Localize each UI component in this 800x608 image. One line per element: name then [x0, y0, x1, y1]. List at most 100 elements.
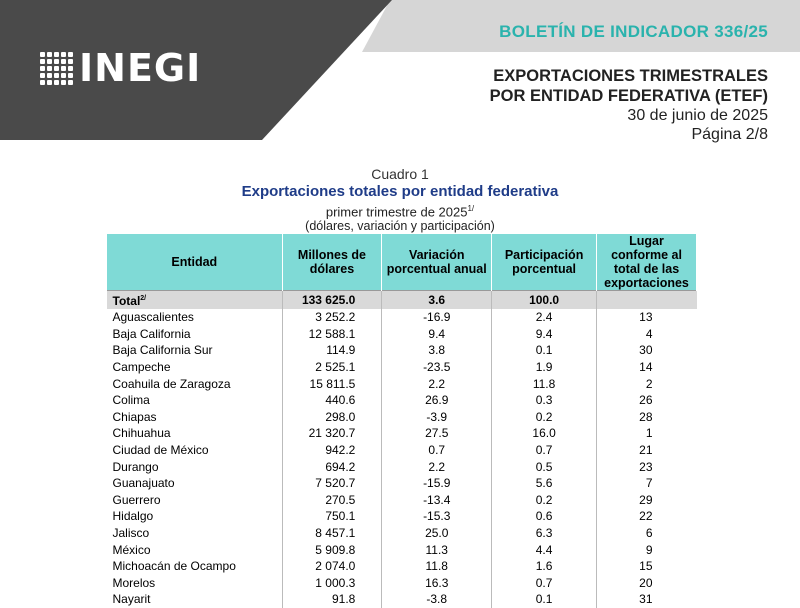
cell-lugar: 20: [639, 575, 653, 590]
report-title-line2: POR ENTIDAD FEDERATIVA (ETEF): [489, 87, 768, 105]
cell-entidad: Baja California: [106, 325, 283, 343]
cell-participacion: 2.4: [491, 309, 598, 326]
cell-millones: 3 252.2: [282, 309, 383, 326]
cell-entidad: México: [106, 541, 283, 558]
cell-entidad: Morelos: [106, 574, 283, 592]
banner-light-band: [362, 0, 800, 52]
cell-millones: 7 520.7: [282, 474, 383, 492]
cell-variacion: 16.3: [381, 574, 493, 592]
cell-participacion: 0.5: [491, 458, 598, 475]
cell-lugar: 22: [639, 509, 653, 524]
col-header-variacion: Variación porcentual anual: [381, 234, 493, 291]
cell-participacion: 0.2: [491, 408, 598, 426]
cell-entidad: Guanajuato: [106, 474, 283, 492]
cell-entidad: Hidalgo: [106, 508, 283, 525]
cell-millones: 8 457.1: [282, 524, 383, 542]
table-row: Baja California Sur 114.9 3.8 0.1 30: [106, 342, 697, 359]
cell-participacion: 6.3: [491, 524, 598, 542]
cell-millones: 91.8: [282, 591, 383, 608]
bulletin-number: BOLETÍN DE INDICADOR 336/25: [499, 22, 768, 41]
cell-millones: 270.5: [282, 491, 383, 509]
report-date: 30 de junio de 2025: [627, 107, 768, 124]
cell-variacion: 11.8: [381, 557, 493, 575]
cell-variacion: 0.7: [381, 441, 493, 459]
cell-variacion: 9.4: [381, 325, 493, 343]
report-title-line1: EXPORTACIONES TRIMESTRALES: [493, 67, 768, 85]
cell-participacion: 5.6: [491, 474, 598, 492]
table-units: (dólares, variación y participación): [305, 219, 495, 234]
total-millones: 133 625.0: [282, 290, 383, 309]
table-row: Jalisco 8 457.1 25.0 6.3 6: [106, 524, 697, 542]
page-number: Página 2/8: [691, 126, 768, 143]
col-header-entidad: Entidad: [106, 234, 283, 291]
cell-millones: 2 525.1: [282, 358, 383, 376]
table-row: Nayarit 91.8 -3.8 0.1 31: [106, 591, 697, 608]
table-row: Baja California 12 588.1 9.4 9.4 4: [106, 325, 697, 343]
table-row: México 5 909.8 11.3 4.4 9: [106, 541, 697, 558]
cell-millones: 942.2: [282, 441, 383, 459]
cell-participacion: 0.6: [491, 508, 598, 525]
total-lugar: [596, 290, 697, 309]
table-row: Michoacán de Ocampo 2 074.0 11.8 1.6 15: [106, 557, 697, 575]
cell-millones: 2 074.0: [282, 557, 383, 575]
cell-participacion: 0.3: [491, 391, 598, 409]
table-row: Chiapas 298.0 -3.9 0.2 28: [106, 408, 697, 426]
cell-participacion: 11.8: [491, 375, 598, 392]
report-heading: EXPORTACIONES TRIMESTRALES POR ENTIDAD F…: [490, 66, 768, 144]
table-row: Hidalgo 750.1 -15.3 0.6 22: [106, 508, 697, 525]
table-row: Guerrero 270.5 -13.4 0.2 29: [106, 491, 697, 509]
cell-lugar: 23: [639, 459, 653, 474]
cell-variacion: 2.2: [381, 375, 493, 392]
cell-lugar: 21: [639, 443, 653, 458]
inegi-logo: INEGI: [40, 46, 201, 90]
cell-millones: 15 811.5: [282, 375, 383, 392]
cell-variacion: 3.8: [381, 342, 493, 359]
cell-variacion: -13.4: [381, 491, 493, 509]
cell-millones: 21 320.7: [282, 425, 383, 442]
exports-table: Entidad Millones de dólares Variación po…: [106, 234, 697, 608]
cell-participacion: 0.1: [491, 591, 598, 608]
cell-variacion: -23.5: [381, 358, 493, 376]
col-header-lugar: Lugar conforme al total de las exportaci…: [596, 234, 697, 291]
table-row: Colima 440.6 26.9 0.3 26: [106, 391, 697, 409]
cell-variacion: 11.3: [381, 541, 493, 558]
col-header-millones: Millones de dólares: [281, 234, 383, 291]
cell-millones: 440.6: [282, 391, 383, 409]
cell-participacion: 0.2: [491, 491, 598, 509]
table-caption: Cuadro 1 Exportaciones totales por entid…: [0, 166, 800, 234]
logo-text: INEGI: [79, 46, 202, 90]
cell-millones: 114.9: [282, 342, 383, 359]
cell-entidad: Aguascalientes: [106, 309, 283, 326]
cell-lugar: 1: [645, 426, 653, 441]
cell-participacion: 0.7: [491, 441, 598, 459]
cell-lugar: 29: [639, 492, 653, 507]
cell-participacion: 9.4: [491, 325, 598, 343]
cell-millones: 298.0: [282, 408, 383, 426]
cell-millones: 750.1: [282, 508, 383, 525]
cell-variacion: -3.8: [381, 591, 493, 608]
cell-variacion: 2.2: [381, 458, 493, 475]
footnote-ref: 1/: [467, 204, 475, 213]
cell-entidad: Chihuahua: [106, 425, 283, 442]
table-title: Exportaciones totales por entidad federa…: [241, 183, 559, 200]
cell-lugar: 31: [639, 592, 653, 607]
cell-entidad: Nayarit: [106, 591, 283, 608]
table-row: Durango 694.2 2.2 0.5 23: [106, 458, 697, 475]
cell-entidad: Guerrero: [106, 491, 283, 509]
cell-entidad: Campeche: [106, 358, 283, 376]
cell-lugar: 4: [645, 326, 653, 341]
cell-participacion: 1.6: [491, 557, 598, 575]
table-row: Coahuila de Zaragoza 15 811.5 2.2 11.8 2: [106, 375, 697, 392]
cell-variacion: -15.3: [381, 508, 493, 525]
cell-participacion: 4.4: [491, 541, 598, 558]
total-variacion: 3.6: [381, 290, 493, 309]
banner-dark-shape: [0, 0, 392, 140]
cell-lugar: 13: [639, 310, 653, 325]
cell-entidad: Ciudad de México: [106, 441, 283, 459]
total-row: Total2/ 133 625.0 3.6 100.0: [106, 290, 697, 309]
header-banner: [0, 0, 800, 140]
cell-lugar: 6: [645, 526, 653, 541]
col-header-participacion: Participación porcentual: [491, 234, 598, 291]
cell-millones: 694.2: [282, 458, 383, 475]
cell-entidad: Baja California Sur: [106, 342, 283, 359]
